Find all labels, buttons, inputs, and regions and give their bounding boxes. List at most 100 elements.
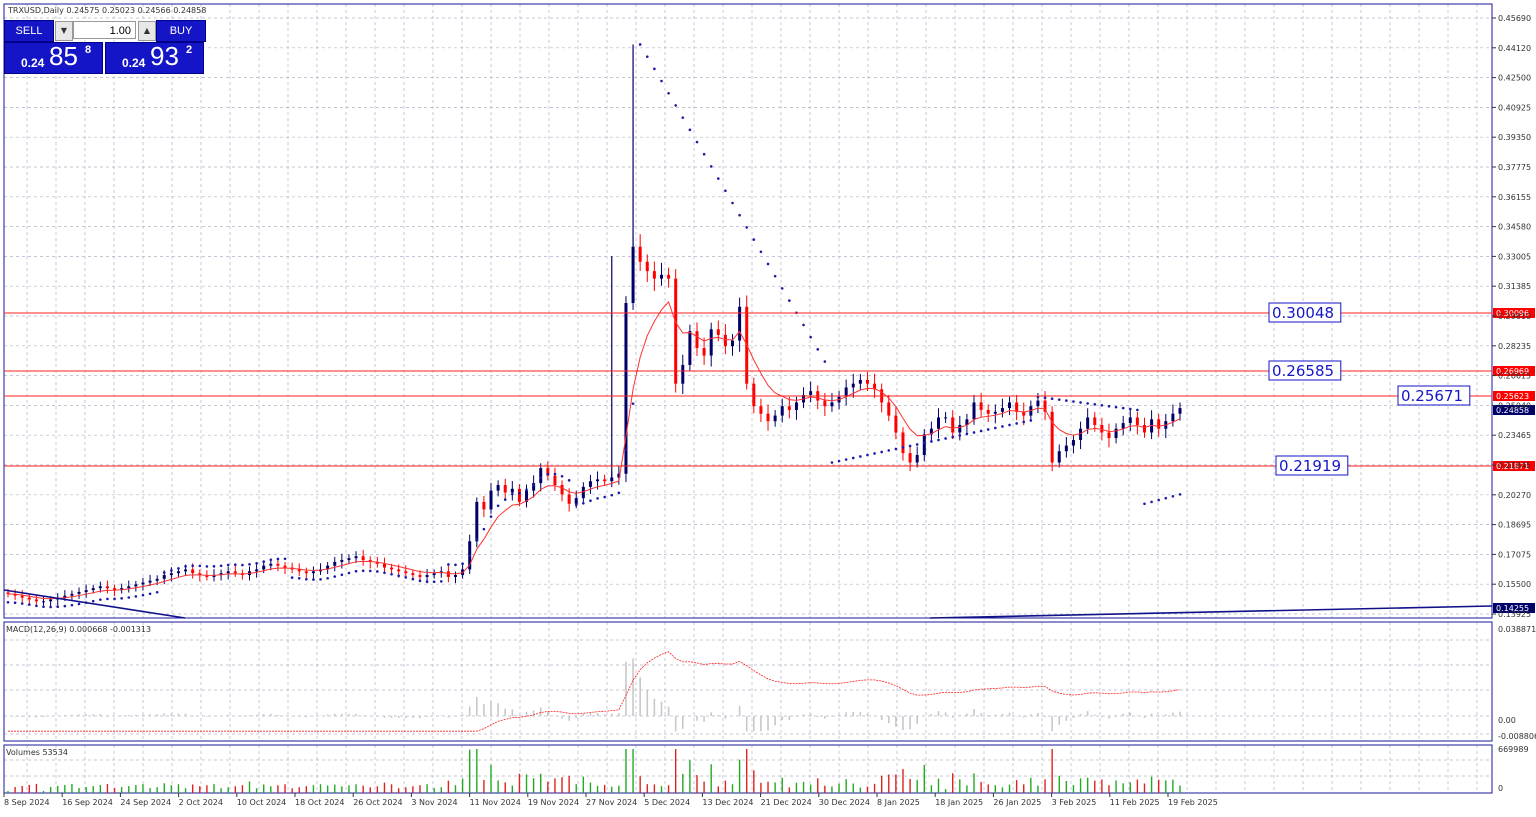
sar-dot	[851, 456, 855, 460]
sar-dot	[986, 428, 990, 431]
price-tick-label: 0.45690	[1498, 14, 1531, 23]
sar-dot	[724, 189, 727, 193]
candle	[1000, 398, 1004, 418]
sar-dot	[653, 67, 656, 71]
level-label-box	[1268, 302, 1342, 323]
price-tick-label: 0.31385	[1498, 282, 1531, 291]
candle	[759, 398, 763, 423]
candle-body	[965, 419, 969, 425]
sar-dot	[162, 571, 166, 574]
candle	[255, 563, 259, 578]
sar-dot	[333, 575, 337, 578]
candle-body	[162, 575, 166, 579]
candle	[1057, 444, 1061, 468]
candle-body	[844, 387, 848, 397]
candle-body	[539, 468, 543, 484]
ask-price-button[interactable]: 0.24 93 2	[105, 41, 204, 74]
candle	[340, 553, 344, 569]
sar-dot	[155, 590, 159, 594]
sar-dot	[106, 597, 109, 601]
sar-dot	[596, 497, 599, 500]
macd-scale-label: -0.008806	[1498, 732, 1536, 741]
candle	[702, 337, 706, 365]
sell-button[interactable]: SELL	[4, 20, 54, 42]
price-tick-label: 0.40925	[1498, 103, 1531, 112]
candle	[1050, 406, 1054, 472]
sar-dot	[191, 564, 194, 568]
sar-dot	[170, 569, 173, 572]
candle-body	[922, 434, 926, 455]
sar-dot	[560, 474, 564, 478]
sar-dot	[312, 578, 315, 581]
candle-body	[283, 565, 287, 568]
candle-body	[191, 569, 195, 574]
price-tick-label: 0.37775	[1498, 163, 1531, 172]
candle-body	[908, 453, 912, 463]
lot-size-input[interactable]: 1.00	[73, 21, 136, 39]
candle-body	[84, 590, 88, 592]
lot-decrease-icon[interactable]: ▼	[55, 21, 73, 41]
candle	[979, 392, 983, 417]
candle-body	[375, 561, 379, 564]
sar-dot	[1093, 403, 1097, 406]
candle-body	[773, 415, 777, 422]
candle-body	[496, 485, 500, 491]
candle	[709, 322, 713, 367]
candle-body	[716, 329, 720, 335]
candle-body	[127, 586, 131, 589]
sar-dot	[930, 440, 933, 443]
price-tag: 0.26969	[1496, 367, 1529, 376]
candle-body	[723, 334, 727, 347]
candle-body	[674, 278, 678, 384]
sar-dot	[873, 452, 876, 455]
trendline	[3, 589, 186, 619]
candle	[638, 234, 642, 271]
symbol-info: TRXUSD,Daily 0.24575 0.25023 0.24566 0.2…	[7, 6, 206, 15]
lot-increase-icon[interactable]: ▲	[138, 21, 156, 41]
sar-dot	[1072, 400, 1075, 403]
sar-dot	[645, 55, 649, 58]
volume-scale-label: 0	[1498, 784, 1503, 793]
sar-dot	[1121, 406, 1125, 410]
sar-dot	[354, 569, 358, 573]
sar-dot	[1029, 419, 1033, 422]
sar-dot	[1043, 396, 1047, 400]
candle	[361, 549, 365, 566]
candle-body	[333, 561, 337, 566]
bid-price-button[interactable]: 0.24 85 8	[4, 41, 103, 74]
price-tag: 0.21871	[1496, 462, 1529, 471]
candle-body	[1071, 439, 1075, 446]
price-tick-label: 0.13925	[1498, 610, 1531, 619]
sar-dot	[383, 571, 386, 575]
candle-body	[731, 340, 735, 347]
price-tick-label: 0.21845	[1498, 461, 1531, 470]
candle	[865, 372, 869, 392]
macd-pane-frame	[3, 621, 1493, 742]
ask-price-fraction: 2	[186, 44, 193, 56]
sar-dot	[482, 527, 486, 531]
price-tick-label: 0.20270	[1498, 491, 1531, 500]
date-tick-label: 24 Sep 2024	[120, 798, 171, 807]
candle-body	[951, 417, 955, 433]
macd-signal-line	[8, 651, 1181, 732]
sar-dot	[219, 564, 223, 568]
candle	[738, 297, 742, 352]
sar-dot	[702, 152, 706, 156]
sar-dot	[233, 563, 237, 566]
candle-body	[503, 485, 507, 493]
sar-dot	[717, 177, 720, 180]
candle	[304, 567, 308, 579]
buy-button[interactable]: BUY	[156, 20, 206, 42]
candle-body	[27, 597, 31, 600]
sar-dot	[518, 491, 521, 495]
sar-dot	[248, 563, 251, 566]
sar-dot	[475, 538, 479, 541]
sar-dot	[773, 274, 777, 278]
candle-body	[42, 601, 46, 603]
candle	[766, 404, 770, 431]
sar-dot	[752, 238, 756, 241]
candle-body	[311, 571, 315, 574]
candle-body	[752, 383, 756, 407]
